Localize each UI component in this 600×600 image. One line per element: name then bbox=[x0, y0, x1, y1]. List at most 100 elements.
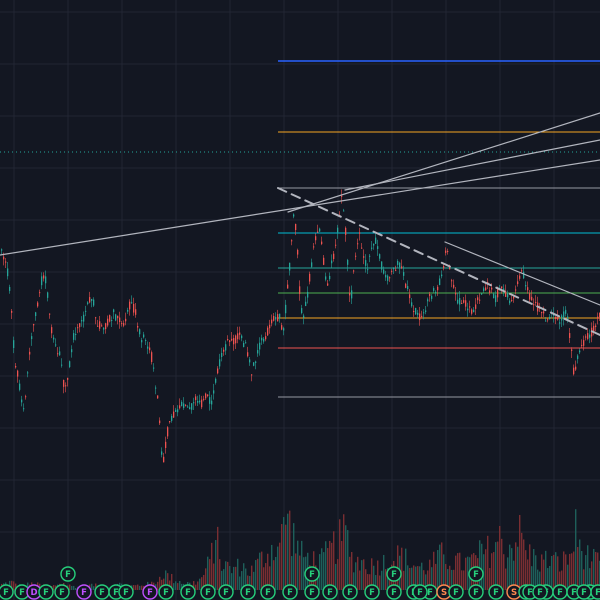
volume-bar bbox=[369, 574, 371, 590]
event-marker[interactable]: F bbox=[200, 584, 216, 600]
event-marker[interactable]: F bbox=[576, 584, 592, 600]
candle-body bbox=[177, 409, 179, 413]
candle-body bbox=[55, 344, 57, 346]
event-marker[interactable]: F bbox=[118, 584, 134, 600]
candle-body bbox=[263, 338, 265, 342]
candle-body bbox=[1, 249, 3, 251]
event-marker[interactable]: F bbox=[0, 584, 14, 600]
event-marker[interactable]: F bbox=[386, 566, 402, 582]
candle-body bbox=[131, 302, 133, 304]
volume-bar bbox=[227, 561, 229, 590]
candle-body bbox=[241, 335, 243, 339]
candle-body bbox=[243, 342, 245, 348]
volume-bar bbox=[455, 555, 457, 590]
candle-body bbox=[319, 228, 321, 232]
event-marker[interactable]: F bbox=[304, 584, 320, 600]
event-marker[interactable]: F bbox=[180, 584, 196, 600]
candle-body bbox=[27, 372, 29, 374]
event-marker[interactable]: F bbox=[468, 566, 484, 582]
candle-body bbox=[583, 340, 585, 346]
event-marker[interactable]: F bbox=[282, 584, 298, 600]
volume-bar bbox=[507, 557, 509, 590]
candle-body bbox=[23, 408, 25, 410]
candle-body bbox=[435, 291, 437, 293]
volume-bar bbox=[597, 552, 599, 590]
volume-bar bbox=[523, 539, 525, 590]
event-marker[interactable]: F bbox=[76, 584, 92, 600]
candle-body bbox=[255, 361, 257, 363]
trendlines[interactable] bbox=[0, 112, 600, 336]
volume-bar bbox=[485, 549, 487, 590]
event-marker[interactable]: F bbox=[488, 584, 504, 600]
trendline-dashed[interactable] bbox=[277, 187, 600, 336]
candle-body bbox=[235, 335, 237, 344]
event-marker[interactable]: F bbox=[412, 584, 428, 600]
event-marker[interactable]: F bbox=[260, 584, 276, 600]
volume-bar bbox=[401, 547, 403, 590]
volume-bar bbox=[421, 562, 423, 590]
event-marker[interactable]: F bbox=[38, 584, 54, 600]
volume-bar bbox=[163, 578, 165, 590]
candle-body bbox=[197, 401, 199, 403]
volume-bar bbox=[413, 565, 415, 590]
volume-bar bbox=[301, 540, 303, 590]
event-marker[interactable]: F bbox=[158, 584, 174, 600]
volume-bar bbox=[241, 571, 243, 590]
candle-body bbox=[205, 393, 207, 399]
trendline-solid-down[interactable] bbox=[444, 241, 600, 306]
candle-body bbox=[359, 232, 361, 234]
event-marker[interactable]: F bbox=[142, 584, 158, 600]
event-marker[interactable]: F bbox=[468, 584, 484, 600]
event-markers[interactable]: FFDFFFFFFFFFFFFFFFFFFFFFFFFSFFFFSFFFFFFF… bbox=[0, 566, 600, 600]
event-marker[interactable]: F bbox=[60, 566, 76, 582]
event-marker-ring bbox=[180, 584, 196, 600]
event-marker[interactable]: F bbox=[448, 584, 464, 600]
event-marker[interactable]: F bbox=[342, 584, 358, 600]
event-marker[interactable]: F bbox=[54, 584, 70, 600]
candle-body bbox=[269, 324, 271, 329]
candle-body bbox=[465, 300, 467, 307]
event-marker[interactable]: F bbox=[386, 584, 402, 600]
volume-bar bbox=[555, 552, 557, 590]
candle-body bbox=[467, 308, 469, 311]
volume-bar bbox=[553, 554, 555, 590]
event-marker-label: F bbox=[527, 588, 533, 598]
event-marker-ring bbox=[468, 566, 484, 582]
candle-body bbox=[271, 319, 273, 324]
trendline-long-2[interactable] bbox=[287, 112, 600, 213]
volume-bar bbox=[175, 581, 177, 590]
volume-bar bbox=[161, 579, 163, 590]
event-marker[interactable]: F bbox=[532, 584, 548, 600]
event-marker[interactable]: F bbox=[94, 584, 110, 600]
event-marker[interactable]: F bbox=[552, 584, 568, 600]
volume-bar bbox=[267, 553, 269, 590]
candle-body bbox=[33, 324, 35, 326]
event-marker[interactable]: F bbox=[304, 566, 320, 582]
volume-bar bbox=[319, 554, 321, 590]
trendline-long-3[interactable] bbox=[344, 139, 600, 191]
event-marker-label: F bbox=[347, 588, 353, 598]
event-marker-label: F bbox=[185, 588, 191, 598]
volume-bar bbox=[355, 562, 357, 590]
candle-body bbox=[473, 309, 475, 313]
event-marker-ring bbox=[386, 566, 402, 582]
event-marker-ring bbox=[342, 584, 358, 600]
candle-body bbox=[371, 247, 373, 249]
event-marker[interactable]: F bbox=[240, 584, 256, 600]
candle-body bbox=[341, 195, 343, 197]
event-marker[interactable]: F bbox=[364, 584, 380, 600]
trendline-long-1[interactable] bbox=[0, 159, 600, 256]
event-marker[interactable]: F bbox=[218, 584, 234, 600]
volume-bar bbox=[567, 564, 569, 590]
volume-bar bbox=[213, 563, 215, 590]
candle-body bbox=[279, 313, 281, 319]
candle-body bbox=[407, 286, 409, 290]
event-marker[interactable]: F bbox=[590, 584, 600, 600]
event-marker[interactable]: F bbox=[322, 584, 338, 600]
volume-bar bbox=[231, 573, 233, 590]
candle-body bbox=[469, 306, 471, 308]
candle-body bbox=[369, 255, 371, 257]
horizontal-levels[interactable] bbox=[0, 60, 600, 398]
